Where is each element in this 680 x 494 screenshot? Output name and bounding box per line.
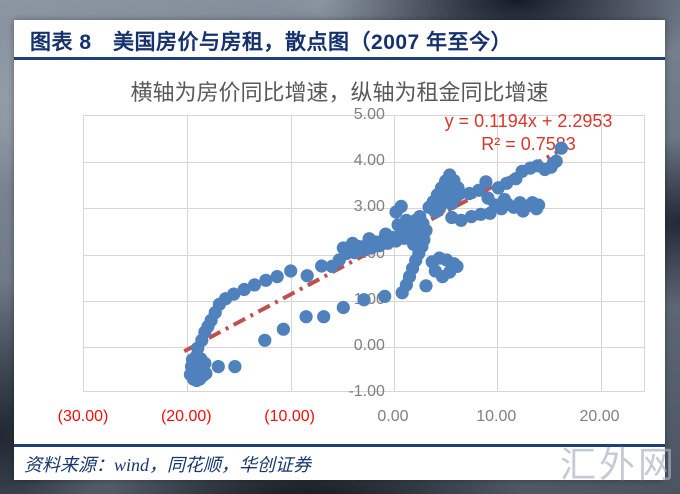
scatter-point xyxy=(317,310,331,324)
y-axis-tick-label: 5.00 xyxy=(353,106,385,123)
x-axis-tick-label: 20.00 xyxy=(579,408,620,425)
scatter-point xyxy=(346,236,360,250)
scatter-point xyxy=(276,322,290,336)
horizontal-gridline xyxy=(84,208,644,210)
scatter-point xyxy=(227,287,241,301)
scatter-point xyxy=(284,264,298,278)
x-axis-tick-label: (10.00) xyxy=(264,408,315,425)
scatter-point xyxy=(404,227,419,241)
title-underline xyxy=(14,57,665,60)
scatter-point xyxy=(198,356,212,370)
y-axis-tick-label: 3.00 xyxy=(353,198,385,216)
scatter-point xyxy=(546,156,560,171)
scatter-point xyxy=(419,279,433,293)
x-axis-tick-label: 10.00 xyxy=(476,408,517,425)
report-chart-card: 图表 8 美国房价与房租，散点图（2007 年至今） 横轴为房价同比增速，纵轴为… xyxy=(14,20,665,480)
scatter-point xyxy=(497,192,512,207)
vertical-gridline xyxy=(497,116,499,391)
scatter-point xyxy=(428,205,442,219)
scatter-point xyxy=(529,202,544,216)
footer-divider xyxy=(14,444,665,447)
scatter-point xyxy=(444,182,458,196)
scatter-point xyxy=(357,293,371,307)
scatter-point xyxy=(270,270,284,284)
scatter-point xyxy=(259,273,273,287)
scatter-point xyxy=(391,218,405,232)
scatter-point xyxy=(315,259,329,273)
scatter-point xyxy=(258,333,272,347)
trendline-equation: y = 0.1194x + 2.2953 xyxy=(444,111,613,131)
scatter-point xyxy=(516,204,530,218)
horizontal-gridline xyxy=(84,162,644,164)
y-axis-tick-label: 4.00 xyxy=(353,152,385,170)
scatter-point xyxy=(428,264,442,278)
scatter-point xyxy=(454,213,468,227)
scatter-point xyxy=(362,232,376,246)
scatter-series xyxy=(183,141,568,388)
vertical-gridline xyxy=(393,116,395,391)
horizontal-gridline xyxy=(84,346,644,348)
scatter-point xyxy=(211,360,225,374)
chart-title: 横轴为房价同比增速，纵轴为租金同比增速 xyxy=(130,80,549,105)
scatter-point xyxy=(378,289,392,303)
scatter-point xyxy=(481,191,495,205)
trendline-r-squared: R² = 0.7583 xyxy=(481,134,576,154)
scatter-point xyxy=(554,141,568,155)
scatter-point xyxy=(228,360,242,374)
y-axis-tick-label: -1.00 xyxy=(348,383,385,400)
y-axis-tick-label: 0.00 xyxy=(353,336,385,354)
scatter-point xyxy=(300,269,314,283)
scatter-point xyxy=(237,282,251,297)
vertical-gridline xyxy=(187,116,189,391)
x-axis-tick-label: (30.00) xyxy=(57,408,109,425)
figure-title: 图表 8 美国房价与房租，散点图（2007 年至今） xyxy=(30,31,513,54)
scatter-point xyxy=(379,227,393,241)
scatter-point xyxy=(431,195,445,209)
vertical-gridline xyxy=(290,116,292,391)
x-axis-tick-label: 0.00 xyxy=(377,408,409,425)
x-axis-tick-label: (20.00) xyxy=(160,408,212,425)
scatter-point xyxy=(394,199,408,213)
watermark: 汇外网 xyxy=(560,444,678,485)
scatter-point xyxy=(247,278,262,292)
source-note: 资料来源：wind，同花顺，华创证券 xyxy=(24,455,312,475)
vertical-gridline xyxy=(600,116,602,391)
scatter-point xyxy=(450,259,464,273)
scatter-point xyxy=(299,310,313,324)
scatter-point xyxy=(336,300,350,315)
scatter-point xyxy=(479,175,493,189)
